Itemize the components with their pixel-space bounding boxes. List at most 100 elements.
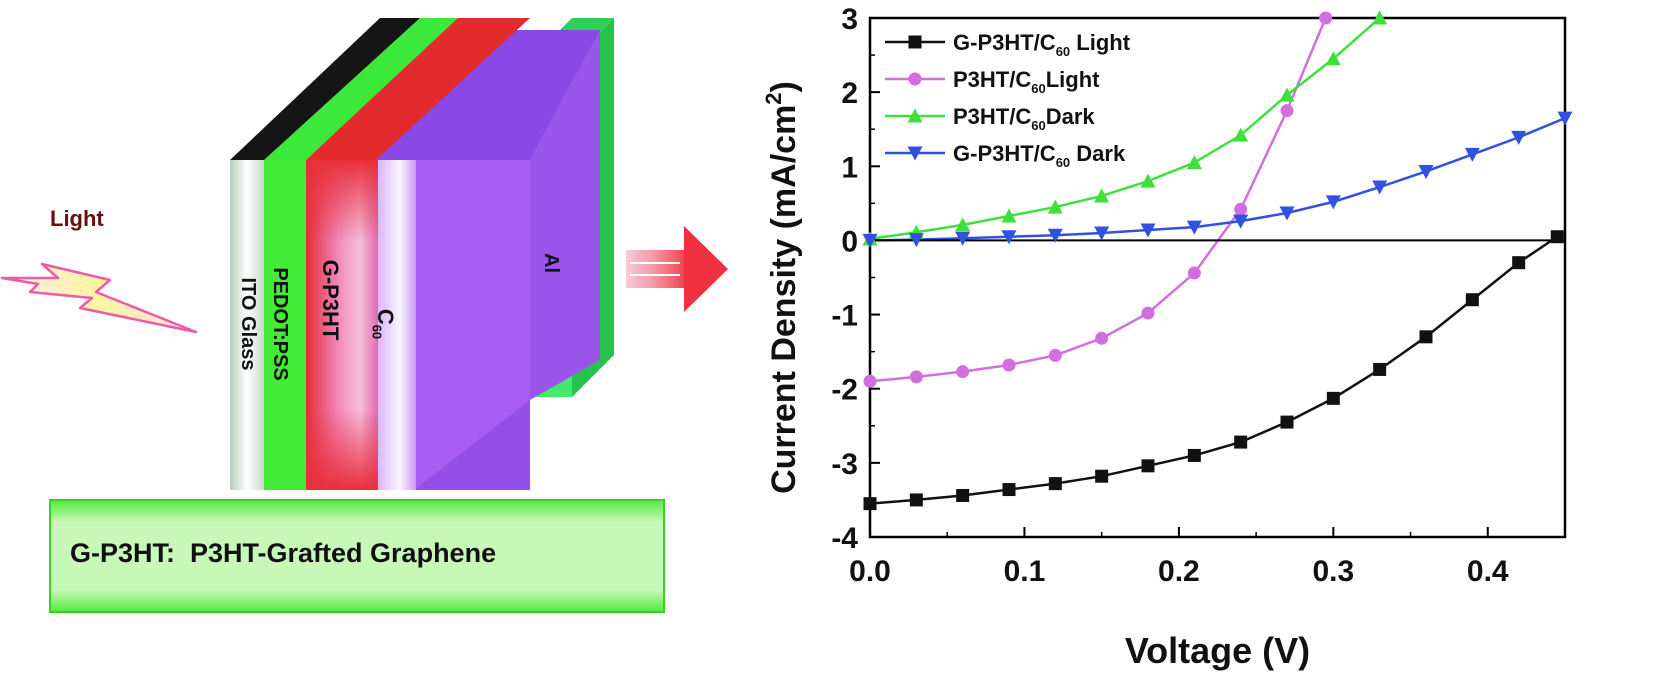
- series-0-point: [909, 493, 923, 507]
- legend-marker-0: [908, 35, 922, 49]
- series-3-point: [908, 233, 924, 248]
- series-0-point: [1002, 483, 1016, 497]
- series-2-point: [1233, 127, 1249, 142]
- al-label: Al: [540, 253, 562, 273]
- series-2-point: [1279, 87, 1295, 102]
- series-1-point: [1095, 331, 1109, 345]
- series-0-point: [1280, 415, 1294, 429]
- series-1-point: [909, 370, 923, 384]
- series-0-point: [1048, 477, 1062, 491]
- series-3-point: [1557, 111, 1573, 126]
- series-3-point: [1094, 226, 1110, 241]
- legend-marker-1: [908, 72, 922, 86]
- legend-marker-3: [907, 146, 923, 161]
- series-0-point: [1512, 256, 1526, 270]
- legend-marker-2: [907, 108, 923, 123]
- legend-label-2: P3HT/C60Dark: [953, 104, 1095, 133]
- lightning-icon: [0, 262, 198, 334]
- series-2-point: [1140, 173, 1156, 188]
- gp3ht-layer: [306, 18, 530, 490]
- series-3-point: [1186, 220, 1202, 235]
- series-3-point: [1418, 164, 1434, 179]
- series-3-point: [1001, 230, 1017, 245]
- series-3-point: [1325, 195, 1341, 210]
- series-0-point: [1095, 469, 1109, 483]
- legend-label-3: G-P3HT/C60 Dark: [953, 141, 1126, 170]
- y-tick-label: 3: [841, 3, 858, 36]
- jv-chart: 0.0 0.1 0.2 0.3 0.4 3 2 1 0 -1 -2 -3 -4 Voltage (V) …: [760, 0, 1667, 673]
- device-structure-diagram: Light ITO Glass PEDOT:PSS G-P3HT C60 Al …: [0, 18, 728, 613]
- series-1-point: [1234, 202, 1248, 216]
- series-1-point: [1187, 266, 1201, 280]
- device-structure-graphic: [0, 18, 728, 613]
- series-0-point: [863, 497, 877, 511]
- series-line-0: [870, 235, 1558, 505]
- series-0-point: [1373, 362, 1387, 376]
- y-tick-label: 0: [841, 225, 858, 258]
- series-1-point: [956, 365, 970, 379]
- series-2-point: [1325, 51, 1341, 66]
- c60-layer: [376, 30, 600, 490]
- series-2-point: [1001, 208, 1017, 223]
- y-tick-label: -4: [831, 522, 858, 555]
- legend-label-1: P3HT/C60Light: [953, 67, 1100, 96]
- series-0-point: [1187, 448, 1201, 462]
- series-3-point: [955, 231, 971, 246]
- light-label: Light: [50, 206, 104, 231]
- x-tick-label: 0.4: [1467, 555, 1509, 588]
- series-3-point: [1279, 206, 1295, 221]
- series-3-point: [1511, 130, 1527, 145]
- c60-label: C60: [369, 294, 399, 354]
- series-0-point: [1419, 330, 1433, 344]
- legend: G-P3HT/C60 Light P3HT/C60Light P3HT/C60Dar…: [885, 30, 1131, 170]
- series-2-point: [955, 217, 971, 232]
- series-2-point: [1372, 10, 1388, 25]
- series-1-point: [1280, 104, 1294, 118]
- series-0-point: [956, 488, 970, 502]
- arrow-right-icon: [626, 226, 728, 312]
- y-tick-label: -1: [831, 300, 858, 333]
- series-1-point: [1048, 348, 1062, 362]
- series-3-point: [1047, 228, 1063, 243]
- y-axis-title: Current Density (mA/cm2): [761, 81, 803, 494]
- ito-label: ITO Glass: [237, 277, 259, 371]
- series-0-point: [1234, 435, 1248, 449]
- c60-label-sub: 60: [369, 324, 385, 340]
- ito-layer: [230, 18, 420, 490]
- series-3-point: [1464, 147, 1480, 162]
- pedot-label: PEDOT:PSS: [269, 267, 291, 381]
- series-3-point: [862, 233, 878, 248]
- series-0-point: [1550, 230, 1564, 244]
- series-2-point: [1186, 155, 1202, 170]
- banner-text: G-P3HT: P3HT-Grafted Graphene: [70, 538, 497, 568]
- x-tick-label: 0.3: [1312, 555, 1354, 588]
- series-line-2: [870, 18, 1381, 241]
- series-3-point: [1140, 223, 1156, 238]
- c60-label-main: C: [373, 308, 398, 325]
- x-axis-title: Voltage (V): [1125, 630, 1310, 671]
- series-2-point: [1094, 188, 1110, 203]
- gp3ht-label: G-P3HT: [318, 259, 343, 341]
- y-axis-title-end: ): [765, 81, 803, 92]
- x-tick-label: 0.2: [1158, 555, 1200, 588]
- legend-label-0: G-P3HT/C60 Light: [953, 30, 1131, 59]
- series-0-point: [1465, 293, 1479, 307]
- series-0-point: [1326, 391, 1340, 405]
- pedot-layer: [264, 18, 458, 490]
- series-1-point: [1141, 306, 1155, 320]
- x-tick-label: 0.1: [1004, 555, 1046, 588]
- series-3-point: [1233, 214, 1249, 229]
- plot-frame: [868, 16, 1567, 539]
- series-1-point: [1002, 358, 1016, 372]
- y-axis-title-main: Current Density (mA/cm: [765, 105, 803, 494]
- banner-box: [49, 499, 665, 613]
- series-1-point: [863, 374, 877, 388]
- y-tick-label: 1: [841, 151, 858, 184]
- series-line-3: [870, 116, 1565, 242]
- series-3-point: [1372, 180, 1388, 195]
- x-tick-label: 0.0: [849, 555, 891, 588]
- y-tick-label: -3: [831, 448, 858, 481]
- y-tick-label: -2: [831, 374, 858, 407]
- y-axis-title-sup: 2: [761, 92, 786, 104]
